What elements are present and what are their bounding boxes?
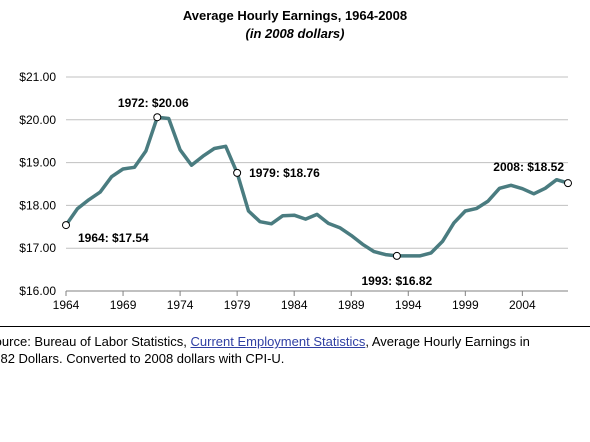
source-note: Source: Bureau of Labor Statistics, Curr… [0,333,586,367]
x-tick-label: 1994 [395,298,422,312]
axes: $16.00 $17.00 $18.00 $19.00 $20.00 $21.00 1964… [19,70,568,312]
line-chart: $16.00 $17.00 $18.00 $19.00 $20.00 $21.00 1964… [19,70,572,312]
chart-title: Average Hourly Earnings, 1964-2008 [182,8,408,23]
x-tick-label: 2004 [509,298,536,312]
chart-subtitle: (in 2008 dollars) [245,26,345,41]
annotation-marker [153,113,162,122]
annotation-labels: 1964: $17.54 1972: $20.06 1979: $18.76 1993… [78,96,564,288]
annotation-label: 2008: $18.52 [493,160,564,174]
x-tick-label: 1974 [167,298,194,312]
annotation-label: 1979: $18.76 [249,166,320,180]
annotation-marker [564,179,572,188]
x-tick-label: 1989 [338,298,365,312]
y-tick-label: $19.00 [19,156,56,170]
annotation-label: 1972: $20.06 [118,96,189,110]
annotation-markers [62,113,572,260]
y-tick-label: $17.00 [19,241,56,255]
y-tick-label: $18.00 [19,198,56,212]
annotation-label: 1964: $17.54 [78,231,149,245]
annotation-marker [62,221,70,230]
annotation-marker [233,168,242,177]
x-tick-label: 1964 [53,298,80,312]
source-link[interactable]: Current Employment Statistics [190,334,366,349]
y-tick-label: $16.00 [19,284,56,298]
y-tick-label: $20.00 [19,113,56,127]
x-tick-label: 1969 [110,298,137,312]
y-tick-label: $21.00 [19,70,56,84]
annotation-label: 1993: $16.82 [361,274,432,288]
source-prefix: Source: Bureau of Labor Statistics, [0,334,191,349]
source-divider [0,326,590,327]
x-tick-label: 1999 [452,298,479,312]
annotation-marker [392,251,401,260]
x-tick-label: 1979 [224,298,251,312]
earnings-line [64,115,570,258]
x-tick-label: 1984 [281,298,308,312]
source-line2: 1982 Dollars. Converted to 2008 dollars … [0,351,285,366]
source-suffix: , Average Hourly Earnings in [365,334,530,349]
